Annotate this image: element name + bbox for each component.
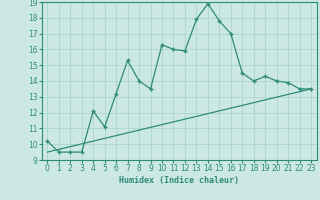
X-axis label: Humidex (Indice chaleur): Humidex (Indice chaleur) <box>119 176 239 185</box>
